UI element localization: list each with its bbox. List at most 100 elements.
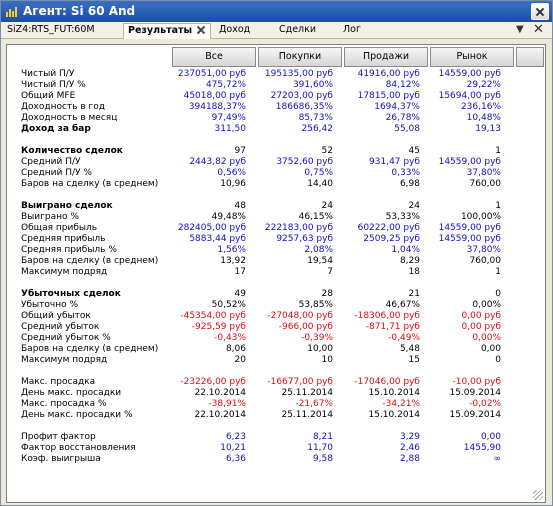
- row-value: -925,59 руб: [191, 322, 246, 332]
- row-value: 26,78%: [385, 113, 420, 123]
- table-row: Доходность в год 394188,37% 186686,35% 1694…: [7, 102, 545, 113]
- row-value: 0,00: [480, 432, 501, 442]
- row-value: -966,00 руб: [278, 322, 333, 332]
- row-value: 27203,00 руб: [270, 91, 333, 101]
- row-value: -16677,00 руб: [267, 377, 333, 387]
- row-value: 46,15%: [298, 212, 333, 222]
- table-row: Средний убыток % -0,43% -0,39% -0,49% 0,00%: [7, 333, 545, 344]
- row-value: 2,08%: [304, 245, 333, 255]
- tab-trades[interactable]: Сделки: [279, 24, 317, 35]
- row-value: 186686,35%: [275, 102, 333, 112]
- row-label: Коэф. выигрыша: [21, 454, 101, 464]
- row-value: 1,04%: [391, 245, 420, 255]
- table-row: Убыточных сделок 49 28 21 0: [7, 289, 545, 300]
- row-value: 24: [321, 201, 333, 211]
- row-value: -0,43%: [214, 333, 246, 343]
- title-bar[interactable]: Агент: Si 60 And: [1, 1, 552, 22]
- table-row: Средний П/У 2443,82 руб 3752,60 руб 931,47 …: [7, 157, 545, 168]
- row-value: 60222,00 руб: [357, 223, 420, 233]
- row-value: 14559,00 руб: [438, 234, 501, 244]
- row-label: Чистый П/У %: [21, 80, 86, 90]
- row-value: 53,85%: [298, 300, 333, 310]
- row-label: День макс. просадки %: [21, 410, 133, 420]
- table-row: Профит фактор 6,23 8,21 3,29 0,00: [7, 432, 545, 443]
- row-label: Общий убыток: [21, 311, 91, 321]
- row-value: 931,47 руб: [369, 157, 420, 167]
- row-value: -0,39%: [301, 333, 333, 343]
- row-label: Доход за бар: [21, 124, 91, 134]
- table-row: Фактор восстановления 10,21 11,70 2,46 1455,…: [7, 443, 545, 454]
- table-row: Общий MFE 45018,00 руб 27203,00 руб 17815,0…: [7, 91, 545, 102]
- row-value: 1: [495, 146, 501, 156]
- table-row: День макс. просадки % 22.10.2014 25.11.201…: [7, 410, 545, 421]
- row-value: -0,49%: [388, 333, 420, 343]
- row-value: 282405,00 руб: [177, 223, 246, 233]
- row-value: 19,54: [307, 256, 333, 266]
- table-row: Чистый П/У 237051,00 руб 195135,00 руб 4191…: [7, 69, 545, 80]
- column-header-empty: [516, 47, 544, 67]
- row-value: 1,56%: [217, 245, 246, 255]
- row-label: Максимум подряд: [21, 267, 108, 277]
- menu-dropdown-icon[interactable]: ▼: [516, 24, 524, 35]
- row-value: 237051,00 руб: [177, 69, 246, 79]
- row-label: Средний П/У %: [21, 168, 92, 178]
- tab-close-icon[interactable]: [196, 25, 206, 35]
- row-label: День макс. просадки: [21, 388, 122, 398]
- row-label: Профит фактор: [21, 432, 96, 442]
- resize-grip-icon[interactable]: [533, 490, 543, 500]
- row-value: 21: [408, 289, 420, 299]
- row-label: Убыточных сделок: [21, 289, 121, 299]
- table-row: Общий убыток -45354,00 руб -27048,00 руб -1…: [7, 311, 545, 322]
- row-value: 5,48: [399, 344, 420, 354]
- row-label: Количество сделок: [21, 146, 123, 156]
- row-value: 37,80%: [466, 168, 501, 178]
- row-value: 15.10.2014: [368, 410, 420, 420]
- row-value: 3752,60 руб: [276, 157, 333, 167]
- table-row: Средняя прибыль % 1,56% 2,08% 1,04% 37,80%: [7, 245, 545, 256]
- row-value: 1: [495, 201, 501, 211]
- row-label: Доходность в год: [21, 102, 105, 112]
- row-value: 9257,63 руб: [276, 234, 333, 244]
- row-value: 22.10.2014: [194, 388, 246, 398]
- tab-income[interactable]: Доход: [219, 24, 251, 35]
- row-value: 2443,82 руб: [189, 157, 246, 167]
- tab-results[interactable]: Результаты: [123, 23, 211, 39]
- tab-log[interactable]: Лог: [343, 24, 361, 35]
- row-value: 8,29: [399, 256, 420, 266]
- close-tab-icon[interactable]: ✕: [533, 22, 544, 37]
- row-value: 10,48%: [466, 113, 501, 123]
- row-value: 50,52%: [211, 300, 246, 310]
- table-row: Баров на сделку (в среднем) 10,96 14,40 6,9…: [7, 179, 545, 190]
- column-header-all[interactable]: Все: [172, 47, 256, 67]
- column-header-buys[interactable]: Покупки: [258, 47, 342, 67]
- column-header-market[interactable]: Рынок: [430, 47, 514, 67]
- results-table: Все Покупки Продажи Рынок Чистый П/У 2370…: [6, 44, 546, 503]
- column-header-sells[interactable]: Продажи: [344, 47, 428, 67]
- row-value: 28: [321, 289, 333, 299]
- close-window-button[interactable]: [531, 3, 549, 20]
- row-label: Фактор восстановления: [21, 443, 136, 453]
- row-value: -871,71 руб: [365, 322, 420, 332]
- row-value: 0,00: [480, 344, 501, 354]
- row-label: Макс. просадка %: [21, 399, 107, 409]
- row-value: 17: [234, 267, 246, 277]
- row-label: Выиграно сделок: [21, 201, 113, 211]
- row-label: Средняя прибыль %: [21, 245, 117, 255]
- table-row: Средняя прибыль 5883,44 руб 9257,63 руб 250…: [7, 234, 545, 245]
- row-value: -34,21%: [382, 399, 420, 409]
- row-label: Баров на сделку (в среднем): [21, 179, 159, 189]
- row-value: 10: [321, 355, 333, 365]
- row-value: 0: [495, 355, 501, 365]
- row-value: 10,00: [307, 344, 333, 354]
- table-row: День макс. просадки 22.10.2014 25.11.2014 1…: [7, 388, 545, 399]
- row-value: 6,36: [225, 454, 246, 464]
- table-row: Доход за бар 311,50 256,42 55,08 19,13: [7, 124, 545, 135]
- row-value: 13,92: [220, 256, 246, 266]
- table-row: Количество сделок 97 52 45 1: [7, 146, 545, 157]
- row-label: Средний убыток %: [21, 333, 111, 343]
- table-header: Все Покупки Продажи Рынок: [7, 47, 545, 67]
- row-value: 195135,00 руб: [264, 69, 333, 79]
- row-value: 7: [327, 267, 333, 277]
- instrument-label: SiZ4:RTS_FUT:60M: [7, 24, 95, 35]
- row-value: -38,91%: [208, 399, 246, 409]
